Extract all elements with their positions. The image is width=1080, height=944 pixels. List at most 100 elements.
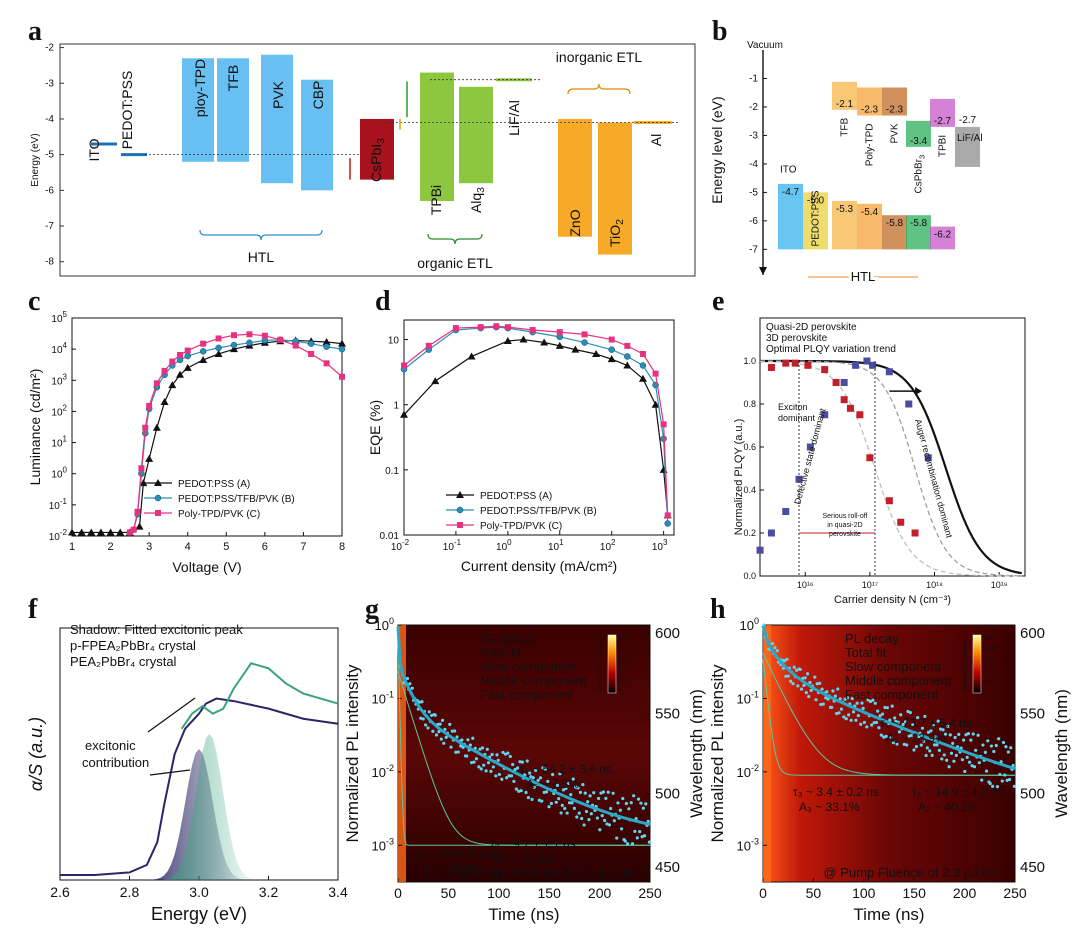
panel-h-pl-point: [977, 761, 981, 765]
panel-h-pl-point: [825, 690, 829, 694]
panel-g-pl-point: [433, 713, 437, 717]
panel-h-pl-point: [882, 735, 886, 739]
panel-g-pl-point: [603, 818, 607, 823]
panel-h-pl-point: [960, 758, 964, 762]
panel-e-fit-2d: [759, 360, 1022, 577]
panel-h-pl-point: [945, 758, 949, 762]
panel-h-pl-point: [785, 657, 789, 661]
panel-d-point-2: [504, 324, 511, 331]
panel-c-ytick-label: 100: [51, 466, 67, 481]
panel-c-legend-marker-2: [155, 510, 161, 516]
panel-c-ytick-label: 10-1: [49, 497, 68, 512]
panel-f-series-0: [60, 697, 339, 876]
panel-h-legend-1: Total fit: [845, 645, 887, 660]
panel-e-frame: [759, 317, 1026, 577]
panel-g-fit-amp-1: A₂ ~ 23.1%: [496, 852, 557, 866]
panel-g-legend-3: Middle component: [480, 673, 587, 688]
panel-h-xtick-label: 150: [903, 885, 927, 901]
panel-g-pl-point: [519, 789, 523, 793]
panel-e-point-1: [795, 475, 803, 483]
panel-h-pl-point: [872, 721, 876, 725]
panel-h-pl-point: [1000, 779, 1004, 783]
panel-a-ylabel: Energy (eV): [30, 133, 41, 186]
panel-d-frame: [403, 319, 675, 536]
panel-g-pl-point: [474, 757, 479, 761]
panel-h-pl-point: [906, 709, 910, 714]
panel-h-pl-point: [969, 738, 973, 742]
panel-g-pl-point: [646, 819, 650, 823]
panel-g-xtick-label: 250: [638, 885, 662, 901]
panel-e-xtick-label: 10¹⁷: [862, 580, 878, 590]
panel-g-pl-point: [542, 790, 546, 794]
panel-h-pl-point: [784, 674, 788, 678]
panel-h-pl-point: [851, 710, 856, 714]
panel-g-pl-point: [509, 774, 514, 778]
panel-g-pl-point: [484, 769, 488, 773]
panel-h-pl-point: [929, 729, 933, 733]
panel-b-layer-name-1: PEDOT:PSS: [811, 190, 822, 246]
panel-d-xlabel: Current density (mA/cm²): [461, 558, 617, 574]
panel-d-point-2: [477, 324, 484, 331]
panel-h-pl-point: [842, 715, 846, 719]
panel-h-pl-point: [923, 714, 927, 719]
panel-h-pl-point: [799, 687, 804, 691]
panel-g-pl-point: [605, 822, 609, 826]
panel-d-point-0: [592, 349, 601, 357]
panel-g-pl-point: [466, 738, 470, 742]
panel-h-rtick-label: 550: [1020, 705, 1045, 722]
panel-g-pl-point: [442, 741, 446, 745]
panel-e-point-0: [911, 529, 919, 537]
panel-e-point-0: [804, 361, 812, 369]
panel-g-pl-point: [580, 816, 584, 821]
panel-g-fit-tau-2: τ₃ ~ 0.8 ± 0.2 ns: [416, 847, 502, 861]
panel-d-point-0: [659, 465, 668, 473]
panel-c-frame: [71, 317, 343, 537]
panel-g-pl-point: [453, 729, 457, 733]
panel-e-xtick-label: 10¹⁸: [926, 580, 943, 590]
panel-g-pl-point: [408, 682, 412, 686]
panel-g-pl-point: [518, 760, 522, 764]
panel-g-fit-tau-1: τ₂ ~ 9.7 ± 1.1 ns: [490, 837, 576, 851]
panel-d-point-2: [664, 512, 671, 519]
panel-h-pl-point: [957, 732, 961, 736]
panel-g-total-fit: [396, 626, 651, 826]
panel-h-pl-point: [971, 732, 975, 736]
panel-h-pl-point: [948, 733, 952, 737]
panel-g-pl-point: [439, 737, 443, 741]
panel-g-pl-point: [576, 786, 580, 790]
panel-h-pl-point: [826, 697, 830, 701]
panel-g-rtick-label: 550: [655, 705, 680, 722]
panel-g-pl-point: [619, 827, 624, 831]
panel-h-pl-point: [997, 737, 1001, 741]
panel-label-g: g: [365, 594, 379, 625]
panel-e-ann-2a: Serious roll-off: [822, 513, 867, 520]
panel-g-pl-point: [410, 686, 414, 690]
panel-g-colorbar-label: Normalized PL intensity: [598, 638, 604, 691]
panel-h-pl-point: [868, 699, 873, 704]
panel-h-pl-point: [925, 746, 929, 750]
panel-d-point-1: [608, 346, 615, 353]
panel-f-legend-1: p-FPEA₂PbBr₄ crystal: [70, 638, 196, 653]
panel-g-xtick-label: 200: [588, 885, 612, 901]
panel-d-point-0: [623, 361, 632, 369]
panel-g-pl-point: [583, 791, 587, 795]
panel-c-legend-text-2: Poly-TPD/PVK (C): [178, 509, 260, 520]
panel-d-point-0: [638, 374, 647, 382]
panel-c-point-2: [146, 402, 153, 409]
panel-a-bracket-2: [567, 83, 631, 95]
panel-g-pl-point: [612, 819, 616, 823]
panel-g-pl-point: [479, 767, 483, 771]
panel-g-pl-point: [477, 765, 481, 769]
panel-h-pl-point: [912, 748, 916, 752]
panel-h-pl-point: [896, 720, 900, 724]
panel-h-pl-point: [930, 753, 934, 757]
panel-h-pl-point: [849, 718, 853, 722]
panel-h-pl-point: [953, 735, 957, 740]
panel-h-pl-point: [789, 679, 793, 683]
panel-b-ytick-label: -4: [749, 159, 758, 170]
panel-d-point-1: [581, 339, 588, 346]
panel-c-point-0: [87, 528, 96, 536]
panel-b-homo-4: [882, 215, 907, 250]
panel-g-pl-point: [469, 761, 474, 765]
panel-h-fit-amp-0: A₁ ~ 23.9%: [886, 731, 946, 745]
